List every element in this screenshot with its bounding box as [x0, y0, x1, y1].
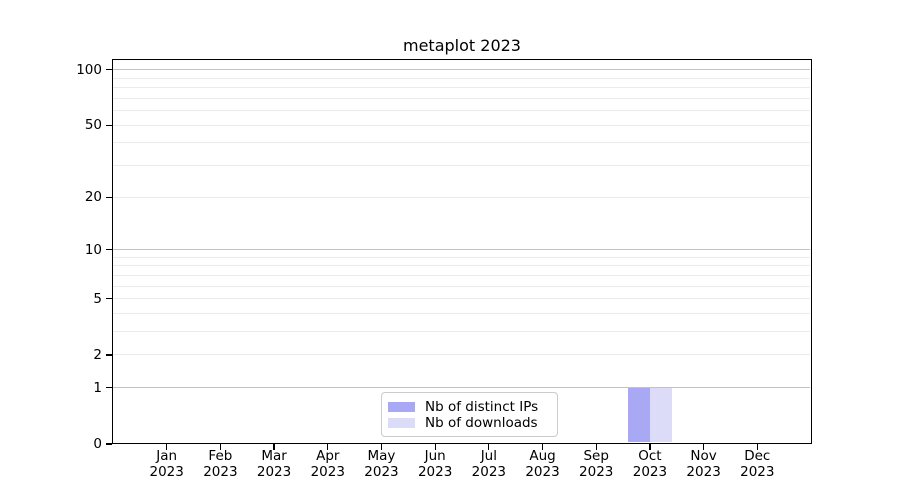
x-tick-label: Feb 2023: [203, 448, 238, 480]
y-tick-label: 0: [93, 436, 102, 452]
gridline-major: [113, 387, 810, 389]
chart-title: metaplot 2023: [403, 36, 521, 55]
gridline-minor: [113, 331, 810, 333]
legend-label-distinct-ips: Nb of distinct IPs: [425, 398, 539, 415]
legend-swatch-distinct-ips: [388, 401, 415, 412]
x-tick-mark: [756, 444, 758, 450]
x-tick-label: Oct 2023: [632, 448, 668, 480]
gridline-minor: [113, 77, 810, 79]
x-tick-mark: [219, 444, 222, 450]
x-tick-label: Apr 2023: [310, 448, 345, 480]
x-tick-mark: [273, 444, 275, 450]
gridline-minor: [113, 256, 810, 258]
plot-area: [112, 59, 812, 444]
x-tick-mark: [434, 444, 436, 450]
bar-nb-of-downloads: [649, 387, 672, 443]
gridline-minor: [113, 285, 810, 287]
x-tick-label: Jan 2023: [149, 448, 184, 480]
y-tick-mark: [106, 124, 112, 126]
x-tick-label: Jul 2023: [471, 448, 507, 480]
x-tick-label: May 2023: [364, 448, 399, 480]
y-tick-label: 1: [93, 379, 102, 396]
x-tick-mark: [327, 444, 329, 450]
gridline-minor: [113, 313, 810, 314]
gridline-minor: [113, 298, 810, 300]
gridline-minor: [113, 97, 810, 99]
legend: Nb of distinct IPs Nb of downloads: [381, 392, 558, 437]
gridline-minor: [113, 87, 810, 89]
y-tick-label: 2: [93, 346, 102, 363]
gridline-minor: [113, 110, 810, 112]
x-tick-mark: [649, 444, 651, 450]
y-tick-mark: [106, 443, 112, 445]
x-tick-mark: [380, 444, 383, 450]
x-tick-mark: [541, 444, 544, 450]
y-tick-label: 50: [84, 117, 102, 134]
legend-item-downloads: Nb of downloads: [388, 414, 549, 431]
y-tick-label: 100: [76, 61, 102, 78]
gridline-minor: [113, 196, 810, 198]
x-tick-label: Sep 2023: [579, 448, 614, 480]
x-tick-label: Nov 2023: [686, 448, 721, 480]
x-tick-label: Dec 2023: [740, 448, 775, 480]
gridline-minor: [113, 142, 810, 144]
y-tick-mark: [106, 354, 112, 356]
bar-nb-of-distinct-ips: [627, 387, 650, 443]
legend-swatch-downloads: [388, 417, 415, 428]
x-tick-label: Mar 2023: [256, 448, 292, 480]
x-tick-mark: [595, 444, 597, 450]
x-tick-label: Aug 2023: [525, 448, 560, 480]
x-tick-mark: [488, 444, 490, 450]
gridline-minor: [113, 265, 810, 267]
y-tick-label: 10: [84, 241, 102, 258]
y-tick-mark: [106, 248, 112, 251]
x-tick-label: Jun 2023: [417, 448, 453, 480]
gridline-major: [113, 69, 810, 71]
x-tick-mark: [702, 444, 705, 450]
y-tick-mark: [106, 69, 112, 71]
legend-label-downloads: Nb of downloads: [425, 414, 538, 431]
gridline-minor: [113, 354, 810, 356]
y-tick-mark: [106, 387, 112, 389]
x-tick-mark: [166, 444, 168, 450]
legend-item-distinct-ips: Nb of distinct IPs: [388, 398, 549, 415]
gridline-major: [113, 248, 810, 251]
gridline-minor: [113, 165, 810, 167]
y-tick-mark: [106, 298, 112, 300]
y-tick-label: 20: [84, 189, 102, 206]
y-tick-mark: [106, 196, 112, 198]
gridline-minor: [113, 274, 810, 276]
gridline-minor: [113, 124, 810, 126]
y-tick-label: 5: [93, 290, 102, 307]
